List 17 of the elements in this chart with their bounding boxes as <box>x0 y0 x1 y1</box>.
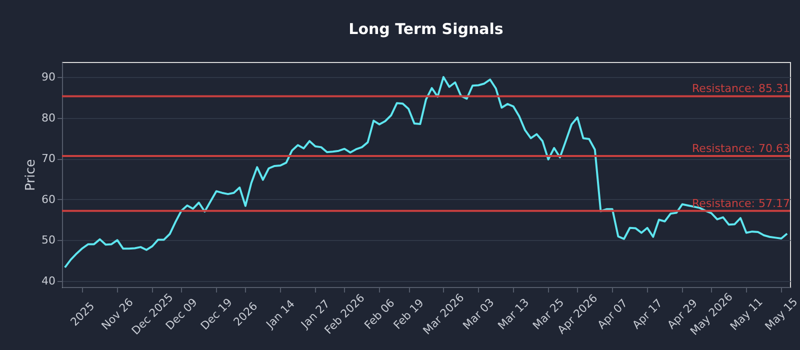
y-tick-label: 40 <box>42 274 56 288</box>
x-tick-label: Dec 19 <box>198 296 235 332</box>
chart-title: Long Term Signals <box>348 20 504 38</box>
ref-line-label: Resistance: 70.63 <box>692 142 790 156</box>
x-tick-label: Mar 13 <box>495 296 532 332</box>
ref-line-label: Resistance: 85.31 <box>692 82 790 96</box>
y-tick-label: 80 <box>42 111 56 124</box>
ref-line-label: Resistance: 57.17 <box>692 196 790 210</box>
y-tick-label: 60 <box>42 192 56 206</box>
y-tick-label: 90 <box>42 70 56 84</box>
y-tick-label: 50 <box>42 234 56 247</box>
line-series <box>64 76 788 268</box>
x-tick-label: Jan 14 <box>263 297 298 332</box>
x-tick-label: Apr 07 <box>595 296 630 332</box>
x-tick-label: Apr 17 <box>630 296 665 332</box>
y-axis-title: Price <box>24 159 39 191</box>
y-tick-label: 70 <box>42 152 56 166</box>
